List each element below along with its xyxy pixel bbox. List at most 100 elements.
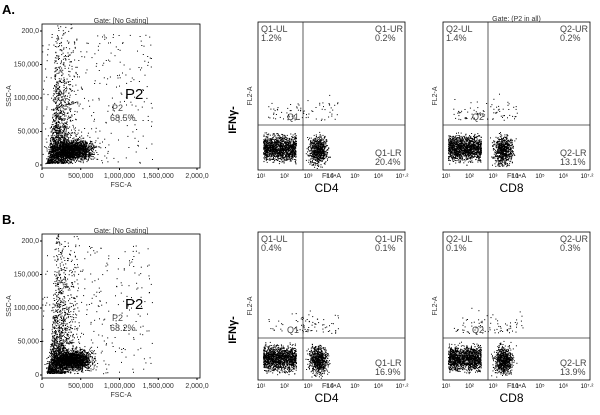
- event-dot: [292, 134, 294, 136]
- event-dot: [71, 90, 73, 92]
- event-dot: [68, 54, 70, 56]
- event-dot: [82, 152, 84, 154]
- event-dot: [86, 42, 88, 44]
- event-dot: [57, 133, 59, 135]
- event-dot: [279, 155, 281, 157]
- event-dot: [76, 157, 78, 159]
- event-dot: [313, 162, 314, 164]
- event-dot: [275, 151, 277, 153]
- event-dot: [78, 139, 80, 141]
- event-dot: [62, 114, 64, 115]
- event-dot: [71, 162, 73, 164]
- event-dot: [57, 107, 58, 109]
- event-dot: [53, 160, 55, 162]
- event-dot: [69, 153, 71, 155]
- event-dot: [293, 154, 295, 156]
- event-dot: [289, 149, 291, 151]
- event-dot: [57, 154, 58, 156]
- event-dot: [282, 147, 284, 149]
- event-dot: [57, 108, 59, 110]
- event-dot: [289, 153, 291, 155]
- event-dot: [124, 100, 125, 102]
- event-dot: [94, 83, 96, 84]
- event-dot: [143, 89, 144, 91]
- event-dot: [54, 46, 56, 47]
- event-dot: [70, 136, 71, 138]
- event-dot: [69, 109, 71, 111]
- event-dot: [54, 159, 56, 161]
- event-dot: [66, 151, 68, 153]
- event-dot: [54, 57, 56, 59]
- event-dot: [74, 141, 76, 143]
- event-dot: [119, 74, 120, 76]
- event-dot: [111, 97, 113, 99]
- event-dot: [273, 140, 275, 142]
- event-dot: [61, 93, 63, 95]
- event-dot: [75, 94, 77, 95]
- event-dot: [81, 159, 83, 161]
- event-dot: [105, 37, 107, 39]
- event-dot: [50, 142, 52, 144]
- event-dot: [281, 139, 283, 141]
- event-dot: [292, 159, 294, 161]
- event-dot: [63, 33, 65, 35]
- event-dot: [295, 156, 297, 158]
- event-dot: [58, 132, 60, 134]
- event-dot: [62, 123, 64, 125]
- event-dot: [60, 146, 62, 148]
- event-dot: [272, 144, 274, 146]
- event-dot: [270, 150, 272, 151]
- event-dot: [72, 101, 74, 102]
- event-dot: [106, 83, 108, 85]
- event-dot: [265, 139, 267, 141]
- event-dot: [72, 144, 74, 146]
- event-dot: [56, 133, 57, 134]
- event-dot: [56, 90, 58, 92]
- event-dot: [74, 42, 76, 44]
- event-dot: [279, 152, 281, 154]
- event-dot: [64, 148, 66, 150]
- event-dot: [263, 153, 265, 154]
- event-dot: [289, 139, 291, 141]
- event-dot: [63, 86, 65, 88]
- event-dot: [292, 154, 294, 156]
- event-dot: [54, 78, 56, 80]
- event-dot: [291, 138, 293, 140]
- event-dot: [285, 137, 287, 139]
- event-dot: [292, 155, 294, 157]
- event-dot: [270, 146, 272, 148]
- event-dot: [55, 75, 57, 77]
- event-dot: [107, 78, 109, 80]
- event-dot: [268, 133, 270, 135]
- event-dot: [57, 120, 59, 122]
- event-dot: [53, 129, 55, 131]
- event-dot: [70, 24, 72, 26]
- event-dot: [67, 133, 69, 135]
- event-dot: [54, 143, 56, 144]
- event-dot: [59, 118, 61, 120]
- event-dot: [61, 37, 63, 39]
- event-dot: [267, 153, 269, 155]
- event-dot: [310, 147, 312, 149]
- event-dot: [61, 152, 63, 154]
- event-dot: [268, 144, 270, 146]
- event-dot: [282, 154, 284, 155]
- event-dot: [110, 52, 112, 54]
- ifn-label: IFNγ-: [227, 106, 239, 134]
- event-dot: [60, 161, 62, 163]
- event-dot: [86, 142, 88, 144]
- x-tick-label: 2,000,0: [185, 173, 208, 180]
- event-dot: [65, 162, 66, 164]
- event-dot: [277, 139, 279, 141]
- event-dot: [266, 136, 268, 138]
- event-dot: [310, 160, 312, 162]
- event-dot: [72, 142, 74, 144]
- event-dot: [48, 158, 50, 160]
- event-dot: [284, 148, 286, 150]
- event-dot: [271, 151, 273, 153]
- event-dot: [282, 154, 284, 156]
- event-dot: [60, 112, 62, 114]
- event-dot: [268, 149, 270, 150]
- event-dot: [66, 108, 68, 110]
- event-dot: [69, 158, 71, 160]
